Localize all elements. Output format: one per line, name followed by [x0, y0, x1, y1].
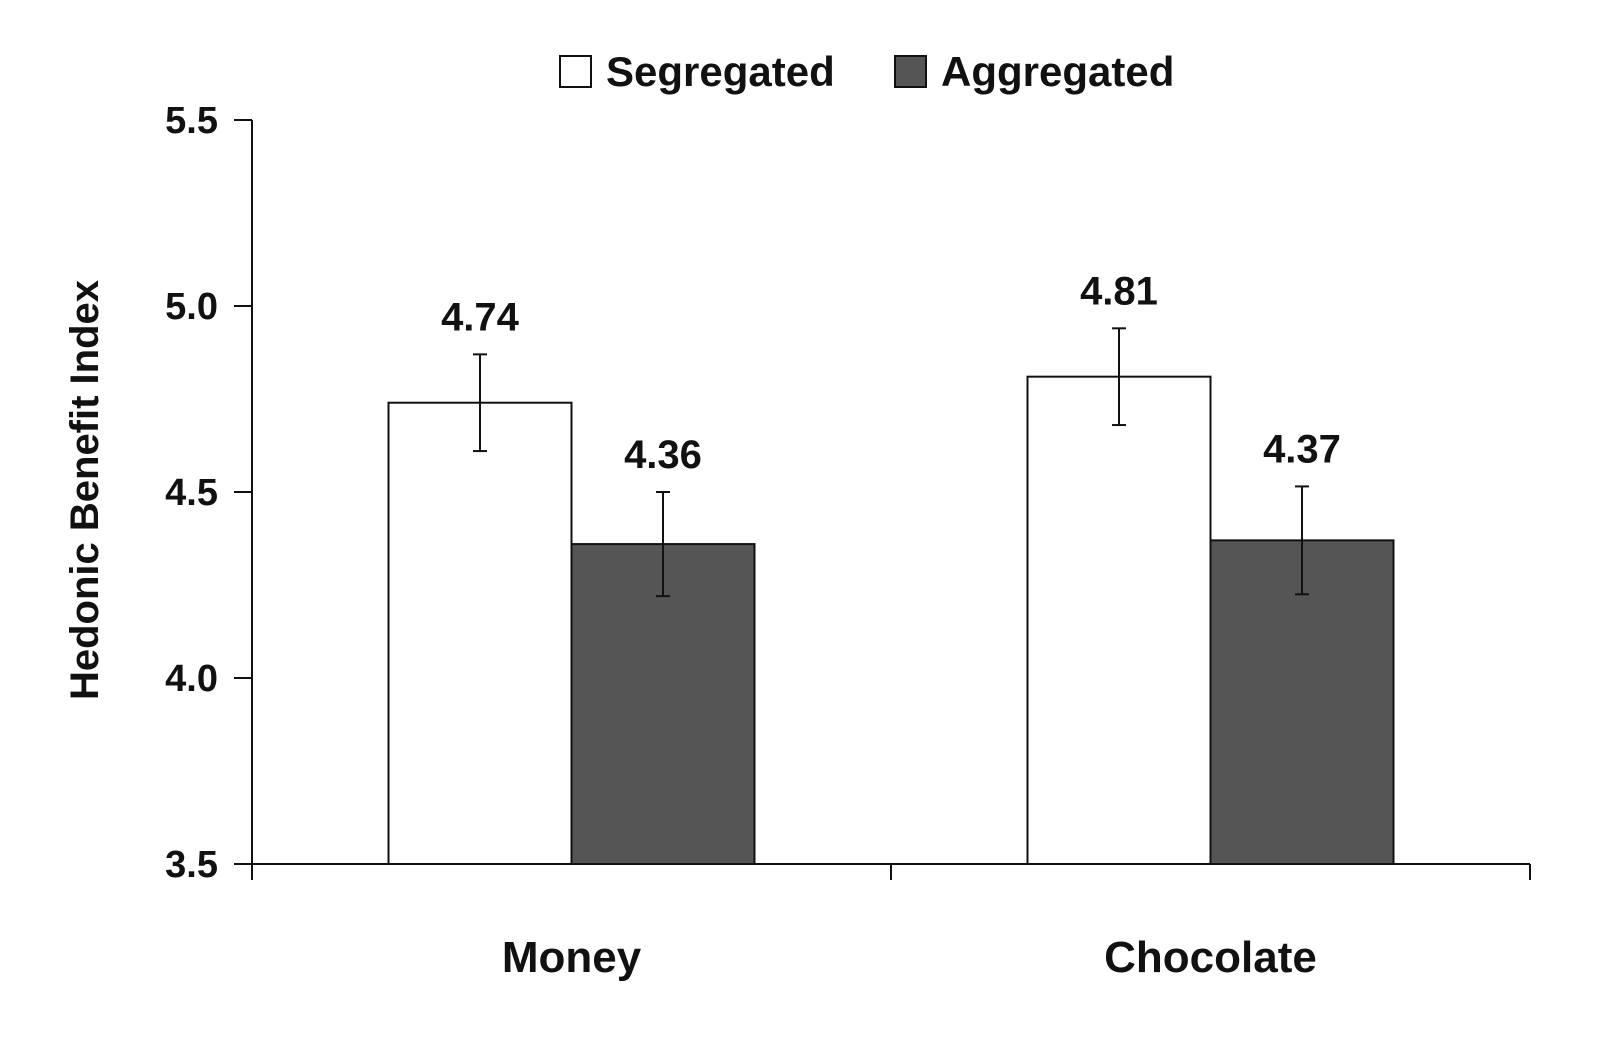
y-tick-label: 4.0: [165, 658, 218, 700]
y-tick-label: 4.5: [165, 472, 218, 514]
data-label: 4.81: [1080, 269, 1158, 313]
bar-segregated-chocolate: [1026, 375, 1212, 865]
legend-label-aggregated: Aggregated: [941, 48, 1174, 95]
x-axis: Money Chocolate: [251, 863, 1531, 982]
y-axis-title: Hedonic Benefit Index: [63, 280, 107, 700]
legend-swatch-aggregated: [894, 55, 927, 88]
bars: [387, 375, 1395, 866]
error-bars: [473, 327, 1309, 598]
bar-segregated-money: [387, 401, 573, 865]
y-tick-label: 3.5: [165, 844, 218, 886]
y-axis: 3.5 4.0 4.5 5.0 5.5: [165, 100, 253, 886]
y-tick-label: 5.0: [165, 286, 218, 328]
legend: Segregated Aggregated: [559, 48, 1174, 95]
x-category-label: Money: [502, 933, 642, 982]
legend-label-segregated: Segregated: [606, 48, 835, 95]
data-labels: 4.74 4.36 4.81 4.37: [441, 269, 1341, 477]
data-label: 4.37: [1263, 427, 1341, 471]
legend-swatch-segregated: [559, 55, 592, 88]
x-category-label: Chocolate: [1104, 933, 1317, 982]
y-tick-label: 5.5: [165, 100, 218, 142]
data-label: 4.36: [624, 433, 702, 477]
data-label: 4.74: [441, 295, 520, 339]
